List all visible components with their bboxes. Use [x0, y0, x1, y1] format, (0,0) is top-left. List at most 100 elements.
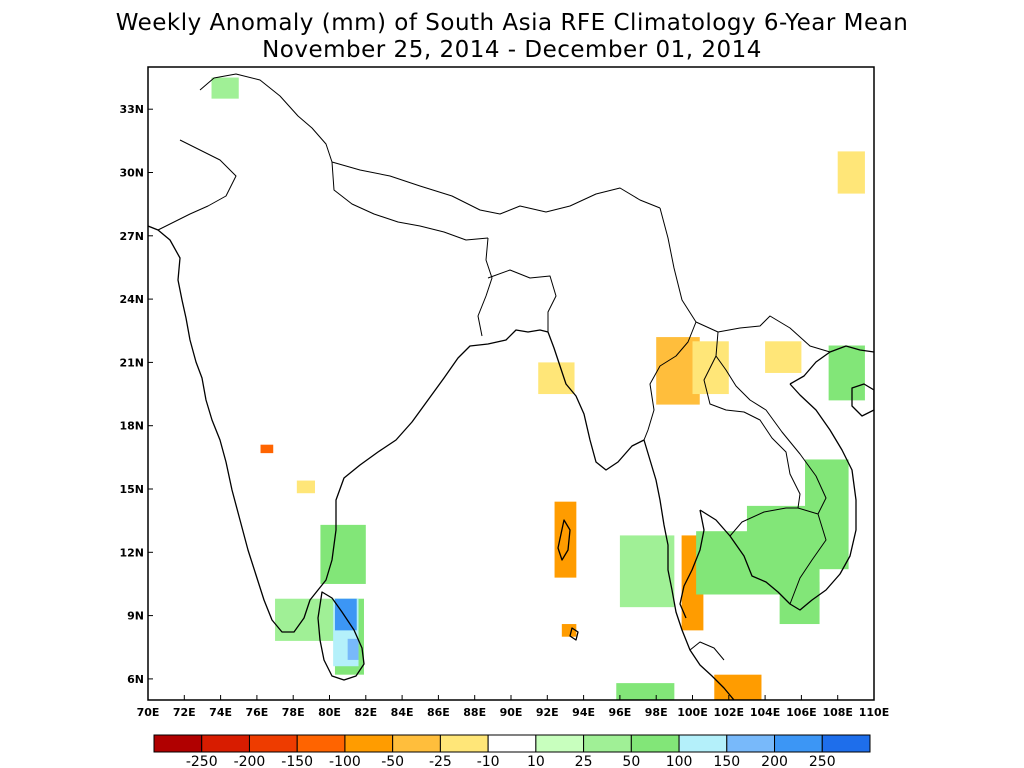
map-date-range: November 25, 2014 - December 01, 2014: [262, 37, 762, 63]
anomaly-patch: [616, 683, 675, 700]
legend-swatch: [248, 734, 298, 753]
legend-label: 25: [575, 754, 593, 768]
x-tick-label: 90E: [500, 706, 523, 719]
legend-label: -100: [329, 754, 361, 768]
anomaly-patch: [260, 444, 274, 454]
y-tick-label: 24N: [119, 293, 144, 306]
x-tick-label: 102E: [714, 706, 744, 719]
kashmir-border: [199, 73, 333, 163]
anomaly-patch: [538, 362, 575, 395]
anomaly-patch: [828, 345, 865, 401]
legend-label: -25: [429, 754, 452, 768]
legend-label: 50: [622, 754, 640, 768]
myanmar-thai-coastline: [547, 331, 735, 700]
legend-label: -50: [381, 754, 404, 768]
x-tick-label: 78E: [282, 706, 305, 719]
bangladesh-border: [477, 237, 557, 337]
legend-label: 250: [809, 754, 836, 768]
x-tick-label: 88E: [463, 706, 486, 719]
anomaly-patch: [561, 624, 577, 637]
x-tick-label: 110E: [859, 706, 889, 719]
x-tick-label: 84E: [391, 706, 414, 719]
legend-label: -10: [477, 754, 500, 768]
myanmar-thailand-border: [643, 321, 697, 441]
legend-swatch: [774, 734, 823, 753]
country-borders: [157, 73, 831, 661]
anomaly-patch: [347, 638, 359, 660]
x-tick-label: 92E: [536, 706, 559, 719]
anomaly-patch: [837, 151, 865, 194]
legend-swatch: [583, 734, 632, 753]
x-tick-label: 86E: [427, 706, 450, 719]
legend-swatch: [153, 734, 203, 753]
anomaly-shading: [211, 77, 865, 700]
sri-lanka-coastline: [317, 591, 365, 681]
anomaly-patch: [619, 535, 675, 608]
y-tick-label: 15N: [119, 483, 144, 496]
malaysia-border: [689, 641, 725, 661]
x-tick-label: 106E: [786, 706, 816, 719]
india-coastline: [148, 225, 549, 633]
y-tick-label: 6N: [127, 673, 144, 686]
x-tick-label: 94E: [572, 706, 595, 719]
legend-swatch: [678, 734, 728, 753]
anomaly-patch: [765, 341, 802, 373]
y-tick-label: 21N: [119, 356, 144, 369]
x-tick-label: 108E: [822, 706, 852, 719]
myanmar-east-border: [659, 207, 831, 353]
anomaly-patch: [275, 598, 339, 641]
anomaly-patch: [334, 598, 357, 631]
legend-swatch: [726, 734, 776, 753]
y-tick-label: 27N: [119, 230, 144, 243]
x-tick-label: 100E: [677, 706, 707, 719]
plot-background: [148, 67, 874, 700]
legend-swatch: [630, 734, 680, 753]
x-tick-label: 80E: [318, 706, 341, 719]
anomaly-patch: [296, 480, 315, 494]
y-tick-label: 30N: [119, 167, 144, 180]
x-tick-label: 104E: [750, 706, 780, 719]
legend-label: -250: [186, 754, 218, 768]
legend-swatch: [535, 734, 585, 753]
x-tick-label: 70E: [137, 706, 160, 719]
y-tick-label: 33N: [119, 103, 144, 116]
legend-label: 10: [527, 754, 545, 768]
hainan-island: [851, 383, 874, 417]
anomaly-patch: [554, 501, 577, 578]
legend-label: 100: [666, 754, 693, 768]
legend-swatch: [439, 734, 489, 753]
nepal-border: [331, 161, 489, 241]
legend-swatch: [392, 734, 441, 753]
legend-swatch: [344, 734, 394, 753]
andaman-islands: [557, 519, 579, 641]
anomaly-patch: [714, 674, 762, 700]
y-tick-label: 9N: [127, 610, 144, 623]
color-legend: -250 -200 -150 -100 -50 -25 -10 10 25 50 100 150 200…: [153, 734, 871, 768]
pakistan-india-border: [157, 139, 237, 231]
y-tick-label: 18N: [119, 420, 144, 433]
coastlines: [148, 225, 874, 700]
cambodia-border: [729, 507, 827, 605]
thailand-laos-border: [703, 355, 801, 509]
anomaly-patch: [779, 581, 820, 625]
map-title: Weekly Anomaly (mm) of South Asia RFE Cl…: [115, 10, 909, 36]
x-tick-label: 74E: [209, 706, 232, 719]
laos-border: [715, 331, 827, 515]
tibet-border: [331, 161, 661, 215]
legend-label: 200: [761, 754, 788, 768]
x-tick-label: 82E: [354, 706, 377, 719]
legend-swatch: [296, 734, 346, 753]
y-tick-label: 12N: [119, 546, 144, 559]
x-tick-label: 98E: [645, 706, 668, 719]
x-tick-label: 72E: [173, 706, 196, 719]
legend-label: 150: [713, 754, 740, 768]
legend-swatch: [201, 734, 250, 753]
legend-swatch: [821, 734, 871, 753]
x-tick-label: 76E: [245, 706, 268, 719]
anomaly-patch: [211, 77, 239, 99]
axes: 70E 72E 74E 76E 78E 80E 82E 84E 86E 88E 90E 92E 94E 9…: [119, 103, 889, 719]
legend-label: -200: [234, 754, 266, 768]
anomaly-patch: [805, 459, 849, 570]
gulf-of-thailand-coastline: [679, 383, 857, 619]
